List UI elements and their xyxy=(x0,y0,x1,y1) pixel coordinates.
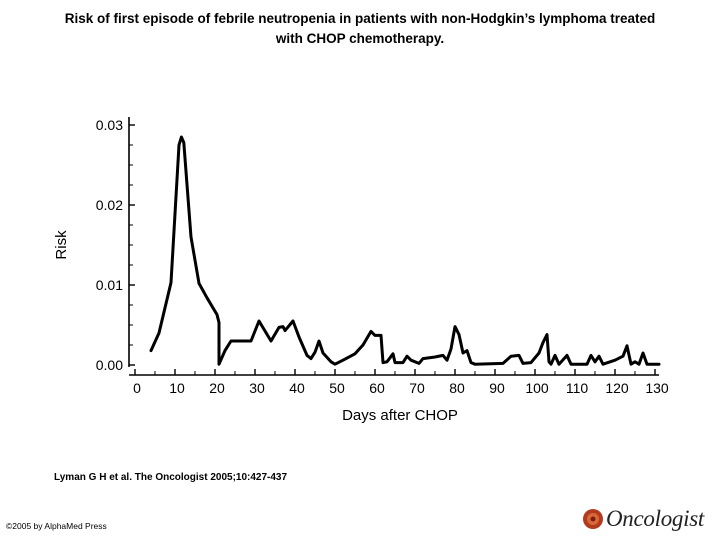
y-tick-label: 0.03 xyxy=(96,117,123,133)
x-tick-label: 70 xyxy=(409,380,425,396)
copyright-text: ©2005 by AlphaMed Press xyxy=(6,521,107,531)
x-tick-label: 30 xyxy=(249,380,265,396)
x-tick-label: 20 xyxy=(209,380,225,396)
chart-series-layer xyxy=(149,135,661,366)
x-tick-label: 120 xyxy=(605,380,629,396)
x-tick-label: 50 xyxy=(329,380,345,396)
oncologist-logo: Oncologist xyxy=(582,504,712,536)
x-tick-label: 80 xyxy=(449,380,465,396)
logo-wordmark: Oncologist xyxy=(606,506,704,531)
y-tick-label: 0.02 xyxy=(96,197,123,213)
slide-title-line1: Risk of first episode of febrile neutrop… xyxy=(64,11,656,26)
x-tick-label: 110 xyxy=(566,380,589,396)
y-tick-label: 0.00 xyxy=(96,357,123,373)
x-tick-label: 130 xyxy=(645,380,669,396)
series-line-1 xyxy=(149,135,661,366)
slide-title: Risk of first episode of febrile neutrop… xyxy=(20,9,700,49)
slide-title-line2: with CHOP chemotherapy. xyxy=(275,31,445,46)
x-tick-label: 90 xyxy=(489,380,505,396)
x-tick-label: 100 xyxy=(525,380,549,396)
y-axis-label: Risk xyxy=(53,230,70,260)
x-axis-label: Days after CHOP xyxy=(342,407,458,424)
x-tick-label: 60 xyxy=(369,380,385,396)
journal-emblem-icon xyxy=(583,509,603,529)
x-tick-label: 40 xyxy=(289,380,305,396)
chart-axes: 0.00 0.01 0.02 0.03 0 10 20 30 40 50 60 70 80 90 100 11… xyxy=(96,117,669,396)
citation-text: Lyman G H et al. The Oncologist 2005;10:… xyxy=(54,472,288,483)
x-tick-label: 0 xyxy=(133,380,141,396)
x-tick-label: 10 xyxy=(169,380,185,396)
y-tick-label: 0.01 xyxy=(96,277,123,293)
